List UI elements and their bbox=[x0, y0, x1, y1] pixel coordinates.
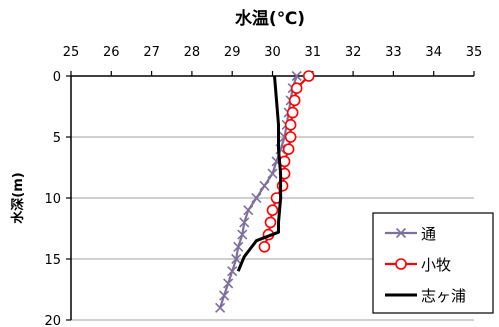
x-tick-label: 26 bbox=[103, 45, 120, 60]
grid-lines bbox=[71, 136, 474, 321]
series-line bbox=[236, 75, 283, 272]
x-tick-label: 29 bbox=[224, 45, 241, 60]
legend-marker bbox=[395, 227, 407, 239]
series-line bbox=[219, 75, 298, 309]
y-tick-label: 15 bbox=[44, 253, 61, 268]
y-tick-label: 10 bbox=[44, 192, 61, 207]
x-tick-label: 30 bbox=[264, 45, 281, 60]
y-tick-labels: 0 5 10 15 20 bbox=[44, 70, 61, 327]
x-tick-label: 28 bbox=[184, 45, 201, 60]
series-0 bbox=[215, 70, 302, 313]
x-tick-label: 32 bbox=[345, 45, 362, 60]
data-point bbox=[259, 180, 270, 191]
x-tick-label: 31 bbox=[305, 45, 322, 60]
legend-label: 志ヶ浦 bbox=[421, 287, 466, 305]
data-point bbox=[291, 70, 302, 82]
legend-item: 小牧 bbox=[385, 256, 451, 274]
y-tick-label: 5 bbox=[53, 131, 61, 146]
x-tick-label: 33 bbox=[385, 45, 402, 60]
y-tick-label: 20 bbox=[44, 314, 61, 327]
x-tick-label: 35 bbox=[466, 45, 483, 60]
legend-item: 通 bbox=[385, 225, 436, 243]
legend-marker bbox=[395, 258, 407, 270]
x-tick-label: 34 bbox=[425, 45, 442, 60]
data-point bbox=[251, 192, 262, 204]
data-point bbox=[284, 131, 297, 143]
data-point bbox=[286, 106, 299, 119]
data-point bbox=[267, 168, 278, 179]
legend-label: 小牧 bbox=[421, 256, 451, 274]
data-point bbox=[243, 205, 254, 216]
data-point bbox=[233, 241, 244, 252]
chart-title: 水温(℃) bbox=[235, 8, 305, 29]
y-axis-label: 水深(m) bbox=[10, 172, 26, 223]
series-1 bbox=[258, 70, 315, 253]
data-point bbox=[290, 82, 303, 94]
x-tick-label: 25 bbox=[63, 45, 80, 60]
data-point bbox=[282, 143, 295, 155]
data-point bbox=[215, 302, 226, 313]
data-point bbox=[237, 229, 248, 240]
data-point bbox=[223, 278, 234, 289]
data-point bbox=[231, 253, 242, 265]
data-point bbox=[288, 94, 301, 107]
axes bbox=[66, 71, 475, 321]
data-point bbox=[284, 119, 297, 131]
legend-item: 志ヶ浦 bbox=[385, 287, 466, 305]
series-2 bbox=[236, 75, 283, 272]
data-point bbox=[227, 266, 238, 277]
y-tick-label: 0 bbox=[53, 70, 61, 85]
data-point bbox=[239, 217, 250, 228]
series-group bbox=[215, 70, 315, 313]
data-point bbox=[258, 241, 271, 253]
data-point bbox=[266, 204, 279, 216]
data-point bbox=[264, 216, 277, 229]
data-point bbox=[219, 290, 230, 301]
x-tick-labels: 25 26 27 28 29 30 31 32 33 34 35 bbox=[63, 45, 483, 60]
data-point bbox=[302, 70, 315, 82]
x-tick-label: 27 bbox=[143, 45, 160, 60]
data-point bbox=[276, 180, 289, 192]
legend-label: 通 bbox=[421, 225, 436, 243]
